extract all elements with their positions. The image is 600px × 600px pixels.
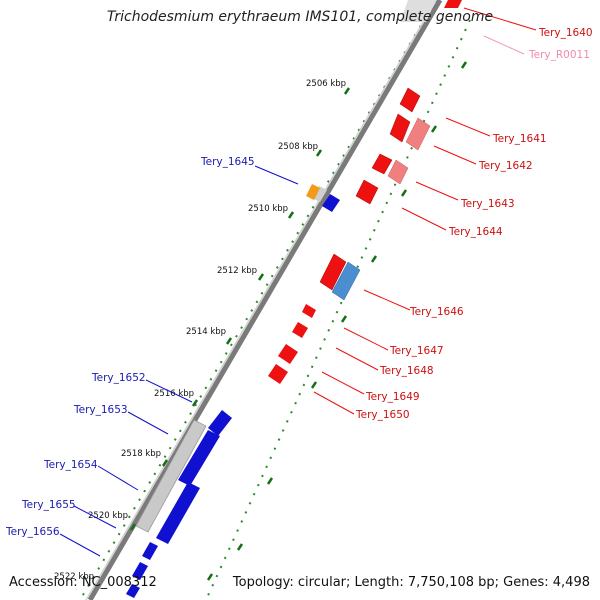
- tick-label: 2508 kbp: [278, 142, 318, 152]
- tick-label: 2512 kbp: [217, 266, 257, 276]
- gene-labels[interactable]: Tery_1640 Tery_R0011 Tery_1641 Tery_1642…: [5, 27, 593, 538]
- gene-label-tery-r0011: Tery_R0011: [528, 49, 590, 61]
- gene-label-tery-1655: Tery_1655: [21, 499, 76, 511]
- gene-label-tery-1641: Tery_1641: [492, 133, 547, 145]
- gene-label-tery-1654: Tery_1654: [43, 459, 98, 471]
- gene-label-tery-1646: Tery_1646: [409, 306, 464, 318]
- plus-label-connectors: [313, 7, 537, 415]
- gene-label-tery-1644: Tery_1644: [448, 226, 503, 238]
- tick-label: 2518 kbp: [121, 449, 161, 459]
- tick-label: 2522 kbp: [54, 572, 94, 582]
- minus-strand-genes[interactable]: [126, 194, 340, 598]
- tick-marks: [129, 61, 468, 581]
- gene-label-tery-1656: Tery_1656: [5, 526, 60, 538]
- gene-label-tery-1648: Tery_1648: [379, 365, 434, 377]
- genome-backbone: [85, 0, 443, 600]
- gene-label-tery-1652: Tery_1652: [91, 372, 146, 384]
- genome-title: Trichodesmium erythraeum IMS101, complet…: [106, 9, 494, 25]
- gray-gene-blocks: [135, 186, 327, 533]
- minus-label-connectors: [59, 165, 299, 557]
- tick-label: 2506 kbp: [306, 79, 346, 89]
- gene-label-tery-1645: Tery_1645: [200, 156, 255, 168]
- gene-label-tery-1647: Tery_1647: [389, 345, 444, 357]
- genome-summary-text: Topology: circular; Length: 7,750,108 bp…: [232, 575, 590, 590]
- tick-label: 2516 kbp: [154, 389, 194, 399]
- accession-text: Accession: NC_008312: [9, 575, 157, 590]
- gene-label-tery-1653: Tery_1653: [73, 404, 128, 416]
- gene-label-tery-1642: Tery_1642: [478, 160, 533, 172]
- gene-label-tery-1643: Tery_1643: [460, 198, 515, 210]
- tick-label: 2514 kbp: [186, 327, 226, 337]
- gene-label-tery-1640: Tery_1640: [538, 27, 593, 39]
- tick-labels: 2506 kbp 2508 kbp 2510 kbp 2512 kbp 2514…: [54, 79, 346, 582]
- tick-label: 2520 kbp: [88, 511, 128, 521]
- tick-label: 2510 kbp: [248, 204, 288, 214]
- plus-strand-genes[interactable]: [268, 0, 462, 384]
- gene-orange-block[interactable]: [306, 184, 320, 200]
- gene-label-tery-1650: Tery_1650: [355, 409, 410, 421]
- tick-track: [79, 0, 471, 600]
- gene-label-tery-1649: Tery_1649: [365, 391, 420, 403]
